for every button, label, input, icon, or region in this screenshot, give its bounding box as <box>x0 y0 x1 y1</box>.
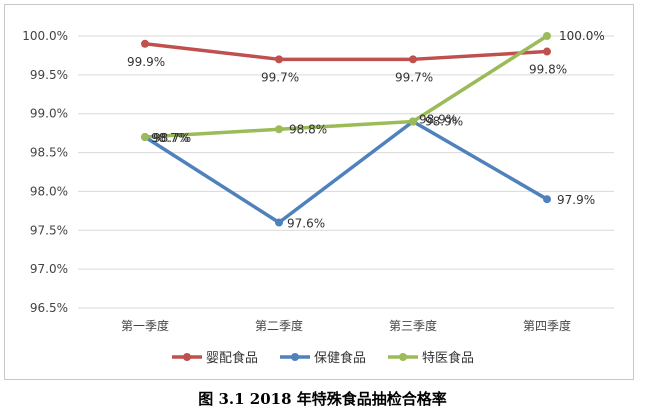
y-tick-label: 97.0% <box>30 262 68 276</box>
data-label: 98.7% <box>151 131 189 145</box>
data-point <box>275 55 283 64</box>
data-label: 100.0% <box>559 29 605 43</box>
y-tick-label: 100.0% <box>22 29 68 43</box>
y-tick-label: 99.0% <box>30 107 68 121</box>
x-tick-label: 第四季度 <box>523 318 571 333</box>
legend-label: 保健食品 <box>314 350 366 366</box>
y-tick-label: 98.0% <box>30 184 68 198</box>
data-point <box>141 39 149 48</box>
x-tick-label: 第一季度 <box>121 318 169 333</box>
legend-marker <box>183 353 191 361</box>
legend-label: 特医食品 <box>422 350 474 366</box>
data-point <box>275 125 283 134</box>
legend-marker <box>399 353 407 361</box>
data-point <box>141 133 149 142</box>
y-tick-label: 98.5% <box>30 146 68 160</box>
data-point <box>275 218 283 227</box>
series-line <box>144 42 548 62</box>
figure-caption: 图 3.1 2018 年特殊食品抽检合格率 <box>198 390 447 408</box>
legend-label: 婴配食品 <box>206 350 258 366</box>
x-tick-label: 第三季度 <box>389 318 437 333</box>
data-label: 97.6% <box>287 217 325 231</box>
data-point <box>543 47 551 56</box>
data-point <box>543 195 551 204</box>
data-label: 98.9% <box>425 114 463 128</box>
data-label: 98.8% <box>289 122 327 136</box>
data-point <box>543 32 551 40</box>
data-label: 99.8% <box>529 63 567 77</box>
data-label: 99.7% <box>261 70 299 84</box>
data-point <box>409 55 417 64</box>
series-line <box>144 34 548 139</box>
data-label: 98.7% <box>153 131 191 145</box>
data-label: 98.9% <box>419 112 457 126</box>
y-tick-label: 99.5% <box>30 68 68 82</box>
series-line <box>144 119 548 225</box>
line-chart: 96.5% 97.0% 97.5% 98.0% 98.5% 99.0% 99.5% 100.0… <box>22 29 614 366</box>
data-point <box>409 117 417 126</box>
data-label: 97.9% <box>557 193 595 207</box>
data-label: 99.7% <box>395 70 433 84</box>
x-tick-label: 第二季度 <box>255 318 303 333</box>
y-tick-label: 97.5% <box>30 223 68 237</box>
y-tick-label: 96.5% <box>30 301 68 315</box>
data-label: 99.9% <box>127 55 165 69</box>
legend-marker <box>291 353 299 361</box>
